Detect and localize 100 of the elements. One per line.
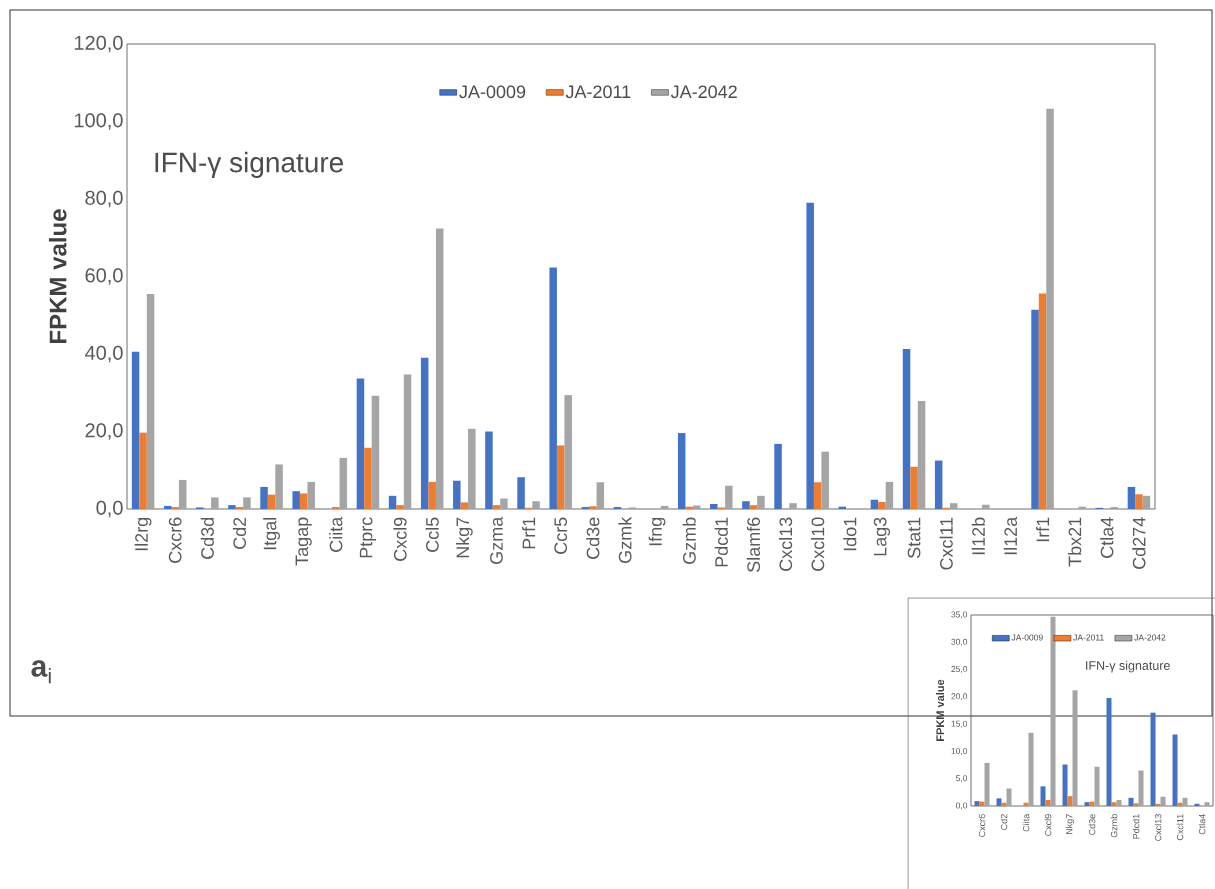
bar: [292, 491, 300, 509]
bar: [492, 505, 501, 509]
bar: [1160, 796, 1166, 806]
bar: [1038, 293, 1047, 509]
bar: [1177, 802, 1183, 806]
x-tick-label: Gzmk: [618, 516, 632, 563]
x-tick-label: Cd274: [1132, 517, 1146, 569]
bar: [725, 485, 733, 509]
y-tick-label: 5,0: [956, 775, 968, 783]
bar: [299, 493, 308, 509]
x-tick-label: Ccl5: [425, 517, 439, 552]
bar: [757, 495, 765, 509]
x-tick-label: Itgal: [263, 518, 280, 550]
bar: [532, 501, 540, 509]
bar: [806, 202, 814, 509]
x-tick-label: Lag3: [873, 517, 891, 556]
x-tick-label: Prf1: [522, 517, 536, 549]
bar: [131, 351, 140, 509]
x-tick-label: Cxcl11: [1176, 814, 1184, 841]
bar: [260, 486, 268, 509]
x-tick-label: Ifng: [648, 517, 666, 546]
x-tick-label: Cxcl9: [1044, 814, 1052, 836]
bar: [211, 497, 219, 509]
bar: [742, 501, 750, 509]
bar: [228, 505, 236, 509]
bar: [1106, 697, 1112, 806]
legend-label: JA-2042: [670, 85, 737, 99]
y-tick-label: 80,0: [85, 190, 123, 208]
bar: [910, 466, 918, 509]
bar: [517, 477, 525, 509]
bar: [677, 433, 686, 509]
x-tick-label: Ctla4: [1100, 517, 1114, 558]
y-tick-label: 30,0: [951, 638, 968, 646]
bar: [974, 801, 980, 806]
bar: [1045, 800, 1051, 806]
y-tick-label: 0,0: [955, 802, 968, 810]
bar: [388, 495, 397, 509]
y-tick-label: 15,0: [951, 720, 968, 728]
bar: [1133, 803, 1139, 806]
bar: [163, 505, 172, 509]
bar: [685, 506, 693, 509]
bar: [1116, 800, 1122, 806]
y-tick-label: 10,0: [951, 747, 968, 755]
bar: [821, 451, 829, 509]
bar: [453, 480, 461, 509]
bar: [1128, 797, 1134, 806]
y-tick-label: 35,0: [951, 611, 968, 619]
bar: [1040, 786, 1046, 806]
bar: [396, 505, 404, 509]
bar: [885, 481, 894, 509]
bar: [1138, 770, 1144, 806]
bar: [710, 503, 718, 509]
bar: [949, 503, 958, 509]
bar: [371, 395, 380, 509]
x-tick-label: Il2rg: [134, 517, 152, 551]
x-tick-label: Cxcl11: [939, 517, 953, 570]
y-tick-label: 20,0: [85, 423, 123, 440]
bar: [1172, 734, 1178, 806]
text: a$_{i}$: [31, 660, 51, 684]
bar: [500, 498, 508, 509]
y-axis-title: FPKM value: [935, 679, 945, 741]
y-tick-label: 120,0: [74, 35, 123, 53]
x-tick-label: Cd3d: [200, 517, 214, 559]
bar: [1062, 764, 1068, 806]
bar: [364, 447, 372, 509]
bar: [1067, 796, 1073, 806]
legend-label: JA-0009: [459, 85, 526, 99]
bar: [1094, 766, 1100, 806]
bar: [1050, 616, 1056, 806]
x-tick-label: Cxcl9: [393, 517, 407, 561]
y-tick-label: 0,0: [96, 500, 123, 518]
x-tick-label: Cxcl13: [778, 517, 793, 571]
bar: [934, 460, 943, 509]
x-tick-label: Slamf6: [746, 517, 761, 572]
bar: [339, 457, 348, 509]
x-tick-label: Gzmb: [682, 517, 696, 564]
bar: [902, 348, 911, 509]
x-tick-label: Cxcr6: [168, 517, 182, 563]
y-axis-title: FPKM value: [48, 209, 67, 343]
bar: [774, 443, 782, 509]
x-tick-label: Ciita: [329, 516, 343, 552]
bar: [267, 494, 276, 509]
bar: [139, 432, 147, 509]
bar: [813, 482, 822, 509]
bar: [1127, 486, 1136, 509]
legend-label: JA-2042: [1134, 634, 1166, 641]
bar: [878, 502, 886, 509]
bar: [1046, 108, 1054, 509]
bar: [660, 505, 669, 509]
bar: [1142, 495, 1151, 509]
bar: [243, 497, 251, 509]
x-tick-label: Il12a: [1003, 516, 1018, 555]
bar: [485, 431, 493, 509]
legend-label: JA-2011: [565, 85, 631, 99]
x-tick-label: Tbx21: [1068, 517, 1082, 567]
bar: [749, 505, 758, 509]
x-tick-label: Il12b: [971, 517, 985, 555]
bar: [982, 504, 990, 509]
bar: [1084, 802, 1090, 806]
bar: [984, 762, 990, 806]
